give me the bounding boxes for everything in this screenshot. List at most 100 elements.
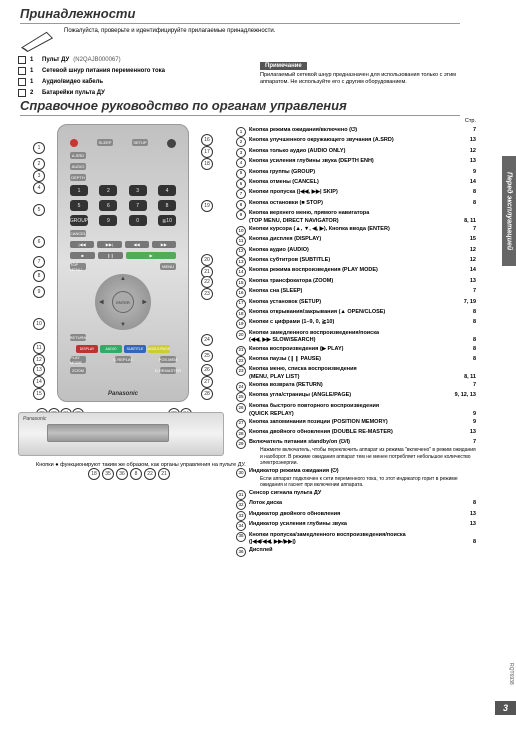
audio-only-button: AUDIO <box>70 163 86 170</box>
item-number: 19 <box>236 319 246 329</box>
item-number: 21 <box>236 346 246 356</box>
reference-item: 3Кнопка только аудио (AUDIO ONLY)12 <box>236 148 476 158</box>
num-group: GROUP <box>70 215 88 226</box>
reference-item: 7Кнопки пропуска (|◀◀, ▶▶| SKIP)8 <box>236 189 476 199</box>
callout: 27 <box>201 376 213 388</box>
callout: 9 <box>33 286 45 298</box>
disc-tray <box>47 424 169 442</box>
color-button: AUDIO <box>100 345 122 353</box>
remote-control: SLEEPSETUP A.SRD AUDIO DEPTH 1234 5678 G… <box>57 124 189 402</box>
reference-item: 35Кнопки пропуска/замедленного воспроизв… <box>236 532 476 547</box>
note-body: Прилагаемый сетевой шнур предназначен дл… <box>260 72 470 86</box>
item-number: 11 <box>236 236 246 246</box>
title-reference: Справочное руководство по органам управл… <box>20 98 460 116</box>
page-number: 3 <box>495 701 516 715</box>
asrd-button: A.SRD <box>70 152 86 159</box>
reference-item: 30Индикатор режима ожидания (⏻)Если аппа… <box>236 468 476 490</box>
reference-item: 18Кнопка открывания/закрывания (▲ OPEN/C… <box>236 309 476 319</box>
depth-enh-button: DEPTH <box>70 174 86 181</box>
callout: 8 <box>130 468 142 480</box>
reference-item: 34Индикатор усиления глубины звука13 <box>236 521 476 531</box>
reference-item: 20Кнопки замедленного воспроизведения/по… <box>236 330 476 345</box>
open-close-button <box>167 139 176 148</box>
callout: 17 <box>201 146 213 158</box>
item-number: 33 <box>236 511 246 521</box>
callout: 21 <box>158 468 170 480</box>
reference-item: 33Индикатор двойного обновления13 <box>236 511 476 521</box>
item-number: 29 <box>236 439 246 449</box>
item-number: 8 <box>236 200 246 210</box>
reference-item: 14Кнопка режима воспроизведения (PLAY MO… <box>236 267 476 277</box>
item-number: 25 <box>236 392 246 402</box>
item-number: 30 <box>236 468 246 478</box>
num-2: 2 <box>99 185 117 196</box>
item-number: 7 <box>236 189 246 199</box>
item-number: 32 <box>236 500 246 510</box>
item-number: 17 <box>236 299 246 309</box>
pencil-icon <box>20 28 58 52</box>
footnote: Кнопки ● функционируют таким же образом,… <box>36 462 246 468</box>
callout: 35 <box>102 468 114 480</box>
num-0: 0 <box>129 215 147 226</box>
checkbox <box>18 89 26 97</box>
reference-item: 15Кнопка трансфокатора (ZOOM)13 <box>236 278 476 288</box>
item-number: 18 <box>236 309 246 319</box>
side-tab: Перед эксплуатацией <box>502 156 516 266</box>
reference-item: 32Лоток диска8 <box>236 500 476 510</box>
reference-item: 12Кнопка аудио (AUDIO)12 <box>236 247 476 257</box>
reference-item: 27Кнопка запоминания позиции (POSITION M… <box>236 419 476 429</box>
player-brand: Panasonic <box>23 416 46 422</box>
item-number: 5 <box>236 169 246 179</box>
item-number: 10 <box>236 226 246 236</box>
note-label: Примечание <box>260 62 307 70</box>
search-fwd: ▶▶ <box>152 241 176 248</box>
num-10: ≧10 <box>158 215 176 226</box>
callout: 25 <box>201 350 213 362</box>
page-col-label: Стр. <box>236 118 476 126</box>
pause-button: ❙❙ <box>98 252 123 259</box>
reference-list: Стр. 1Кнопка режима ожидания/включено (⏻… <box>236 118 476 558</box>
doc-code: RQT6938 <box>508 663 514 685</box>
item-number: 13 <box>236 257 246 267</box>
item-number: 20 <box>236 330 246 340</box>
callout: 5 <box>33 204 45 216</box>
reference-item: 10Кнопки курсора (▲, ▼, ◀, ▶), Кнопка вв… <box>236 226 476 236</box>
item-number: 14 <box>236 267 246 277</box>
item-number: 9 <box>236 210 246 220</box>
callout: 26 <box>201 364 213 376</box>
color-button: SUBTITLE <box>124 345 146 353</box>
play-button: ▶ <box>126 252 176 259</box>
skip-prev: |◀◀ <box>70 241 94 248</box>
callout: 1 <box>33 142 45 154</box>
item-number: 36 <box>236 547 246 557</box>
dvd-player: Panasonic <box>18 412 224 456</box>
callout: 16 <box>201 134 213 146</box>
num-4: 4 <box>158 185 176 196</box>
title-accessories: Принадлежности <box>20 6 460 24</box>
callout: 11 <box>33 342 45 354</box>
num-8: 8 <box>158 200 176 211</box>
callout: 13 <box>33 364 45 376</box>
callout: 18 <box>88 468 100 480</box>
reference-item: 16Кнопка сна (SLEEP)7 <box>236 288 476 298</box>
item-number: 1 <box>236 127 246 137</box>
num-1: 1 <box>70 185 88 196</box>
callout: 23 <box>201 288 213 300</box>
intro-text: Пожалуйста, проверьте и идентифицируйте … <box>64 28 516 34</box>
item-number: 28 <box>236 429 246 439</box>
reference-item: 25Кнопка угла/страницы (ANGLE/PAGE)9, 12… <box>236 392 476 402</box>
reference-item: 36Дисплей <box>236 547 476 557</box>
reference-item: 11Кнопка дисплея (DISPLAY)15 <box>236 236 476 246</box>
callout: 18 <box>201 158 213 170</box>
reference-item: 1Кнопка режима ожидания/включено (⏻)7 <box>236 127 476 137</box>
reference-item: 23Кнопка меню, списка воспроизведения(ME… <box>236 366 476 381</box>
checkbox <box>18 78 26 86</box>
pos-mem-button: POS.MEM <box>160 356 176 363</box>
num-5: 5 <box>70 200 88 211</box>
item-number: 26 <box>236 403 246 413</box>
item-number: 27 <box>236 419 246 429</box>
menu-button: MENU <box>160 263 176 270</box>
item-number: 31 <box>236 490 246 500</box>
search-back: ◀◀ <box>125 241 149 248</box>
callout: 15 <box>33 388 45 400</box>
